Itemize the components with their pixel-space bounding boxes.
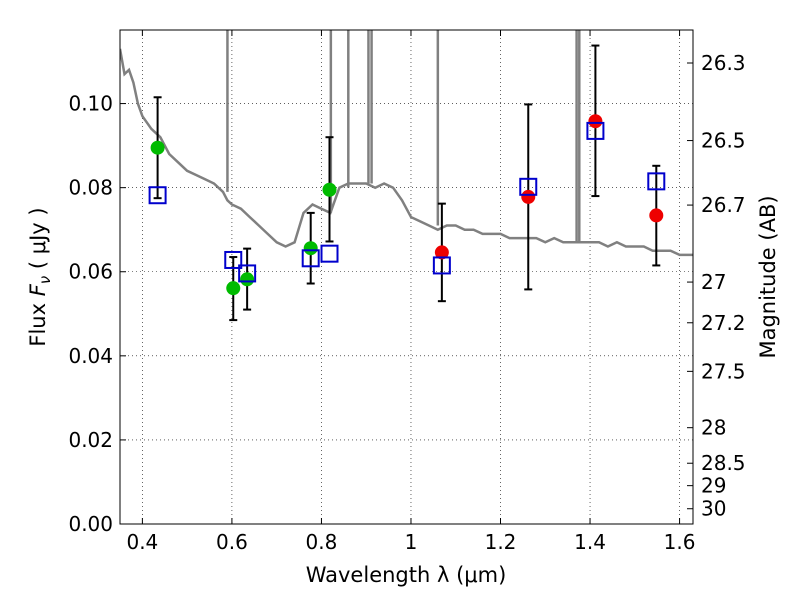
y-axis-label-left: Flux Fν ( μJy ) — [26, 207, 54, 346]
mag-tick-label: 26.3 — [701, 51, 746, 75]
model-photometry-square — [586, 121, 605, 140]
x-tick-label: 1 — [405, 530, 418, 554]
data-point — [240, 272, 255, 287]
mag-tick-label: 26.7 — [701, 193, 746, 217]
y-axis-label-right: Magnitude (AB) — [756, 195, 780, 358]
x-tick-label: 1.6 — [664, 530, 696, 554]
axes: 0.4 0.6 0.8 1 1.2 1.4 1.6 0.00 0.02 0.04 0.06 0.08 0… — [68, 30, 746, 554]
model-photometry-square — [647, 172, 666, 191]
x-tick-label: 0.6 — [216, 530, 248, 554]
y-tick-label: 0.00 — [68, 512, 113, 536]
y-tick-label: 0.10 — [68, 92, 113, 116]
x-tick-label: 0.4 — [126, 530, 158, 554]
data-point — [150, 140, 165, 155]
x-tick-label: 1.2 — [485, 530, 517, 554]
data-point — [303, 241, 318, 256]
y-axis-label-prefix: Flux — [26, 296, 50, 346]
data-point — [649, 208, 664, 223]
model-photometry-square — [301, 249, 320, 268]
model-photometry-square — [224, 250, 243, 269]
model-photometry-square — [519, 177, 538, 196]
x-axis-label: Wavelength λ (μm) — [306, 563, 507, 587]
mag-tick-label: 28 — [701, 416, 726, 440]
plot-area — [120, 30, 693, 322]
data-point — [434, 245, 449, 260]
model-photometry-square — [432, 256, 451, 275]
data-point — [226, 281, 241, 296]
model-photometry-square — [320, 244, 339, 263]
data-point — [588, 114, 603, 129]
plot-frame — [119, 29, 694, 525]
y-tick-label: 0.02 — [68, 428, 113, 452]
y-tick-label: 0.06 — [68, 260, 113, 284]
mag-tick-label: 27.2 — [701, 311, 746, 335]
x-tick-label: 0.8 — [306, 530, 338, 554]
mag-tick-label: 27.5 — [701, 359, 746, 383]
data-point — [521, 189, 536, 204]
y-tick-label: 0.08 — [68, 176, 113, 200]
y-axis-label-symbol: F — [26, 283, 50, 296]
mag-tick-label: 30 — [701, 497, 726, 521]
mag-tick-label: 29 — [701, 474, 726, 498]
x-tick-label: 1.4 — [574, 530, 606, 554]
model-photometry-square — [238, 264, 257, 283]
model-spectrum-line — [120, 48, 693, 257]
mag-tick-label: 26.5 — [701, 129, 746, 153]
y-axis-label-unit: ( μJy ) — [26, 207, 50, 275]
y-axis-label-subscript: ν — [36, 276, 54, 284]
model-photometry-square — [148, 186, 167, 205]
y-tick-label: 0.04 — [68, 344, 113, 368]
mag-tick-label: 28.5 — [701, 451, 746, 475]
data-point — [322, 182, 337, 197]
mag-tick-label: 27 — [701, 270, 726, 294]
plot-background — [120, 30, 693, 524]
